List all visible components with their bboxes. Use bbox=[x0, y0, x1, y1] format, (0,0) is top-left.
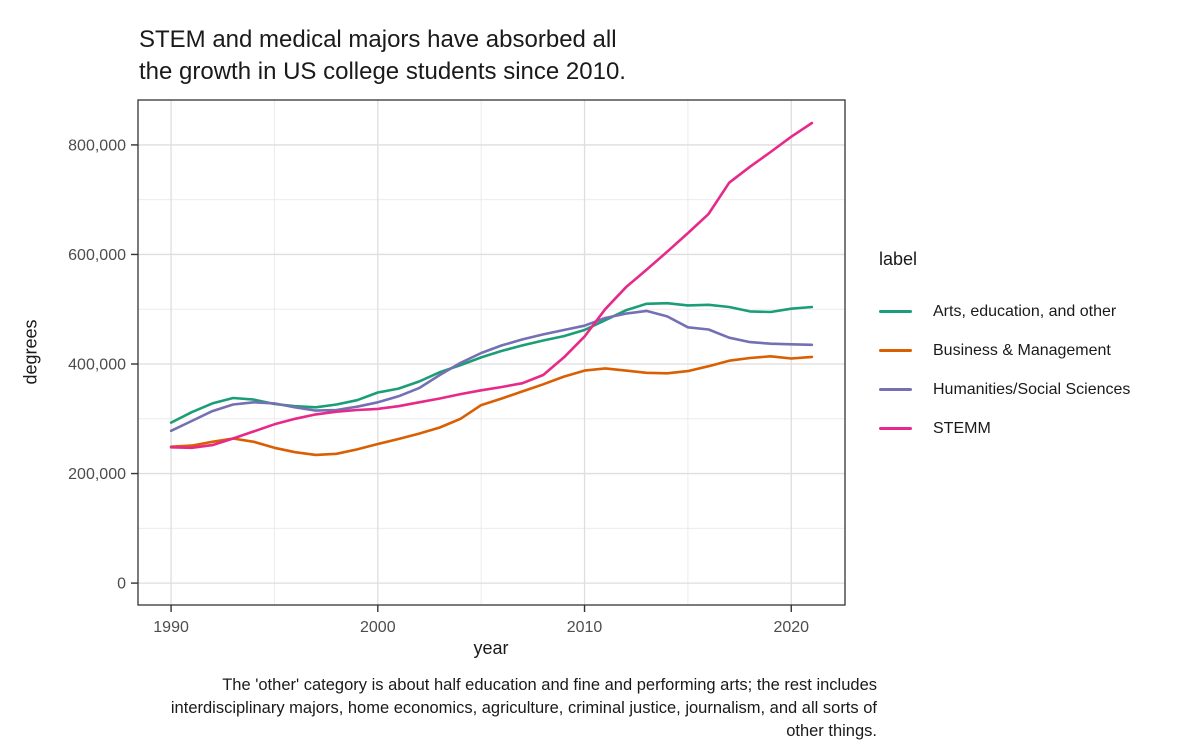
x-tick-label: 2000 bbox=[360, 619, 396, 636]
legend-label: Business & Management bbox=[933, 341, 1111, 359]
series-line-3 bbox=[169, 121, 814, 450]
legend-line-swatch bbox=[879, 387, 912, 392]
x-axis-title: year bbox=[473, 638, 509, 658]
legend-line-swatch bbox=[879, 348, 912, 353]
legend-line-swatch bbox=[879, 309, 912, 314]
y-tick-label: 0 bbox=[117, 576, 126, 593]
legend-label: Humanities/Social Sciences bbox=[933, 380, 1131, 398]
legend-item: STEMM bbox=[879, 409, 1130, 448]
legend-item: Humanities/Social Sciences bbox=[879, 370, 1130, 409]
series-line-1 bbox=[169, 354, 814, 457]
legend-item: Arts, education, and other bbox=[879, 292, 1130, 331]
x-tick-label: 1990 bbox=[153, 619, 189, 636]
chart-title: STEM and medical majors have absorbed al… bbox=[139, 26, 626, 85]
panel-border bbox=[137, 99, 846, 606]
legend-item: Business & Management bbox=[879, 331, 1130, 370]
x-tick-label: 2010 bbox=[567, 619, 603, 636]
y-tick-label: 600,000 bbox=[68, 247, 126, 264]
y-tick-label: 800,000 bbox=[68, 137, 126, 154]
y-tick-label: 400,000 bbox=[68, 357, 126, 374]
legend-label: STEMM bbox=[933, 419, 991, 437]
legend-line-swatch bbox=[879, 426, 912, 431]
legend-label: Arts, education, and other bbox=[933, 302, 1117, 320]
series-line-2 bbox=[169, 309, 814, 433]
legend: label Arts, education, and other Busines… bbox=[879, 249, 1130, 448]
legend-title: label bbox=[879, 249, 918, 269]
x-tick-label: 2020 bbox=[773, 619, 809, 636]
chart-caption: The 'other' category is about half educa… bbox=[170, 676, 877, 740]
y-tick-label: 200,000 bbox=[68, 466, 126, 483]
y-axis-title: degrees bbox=[20, 319, 41, 385]
